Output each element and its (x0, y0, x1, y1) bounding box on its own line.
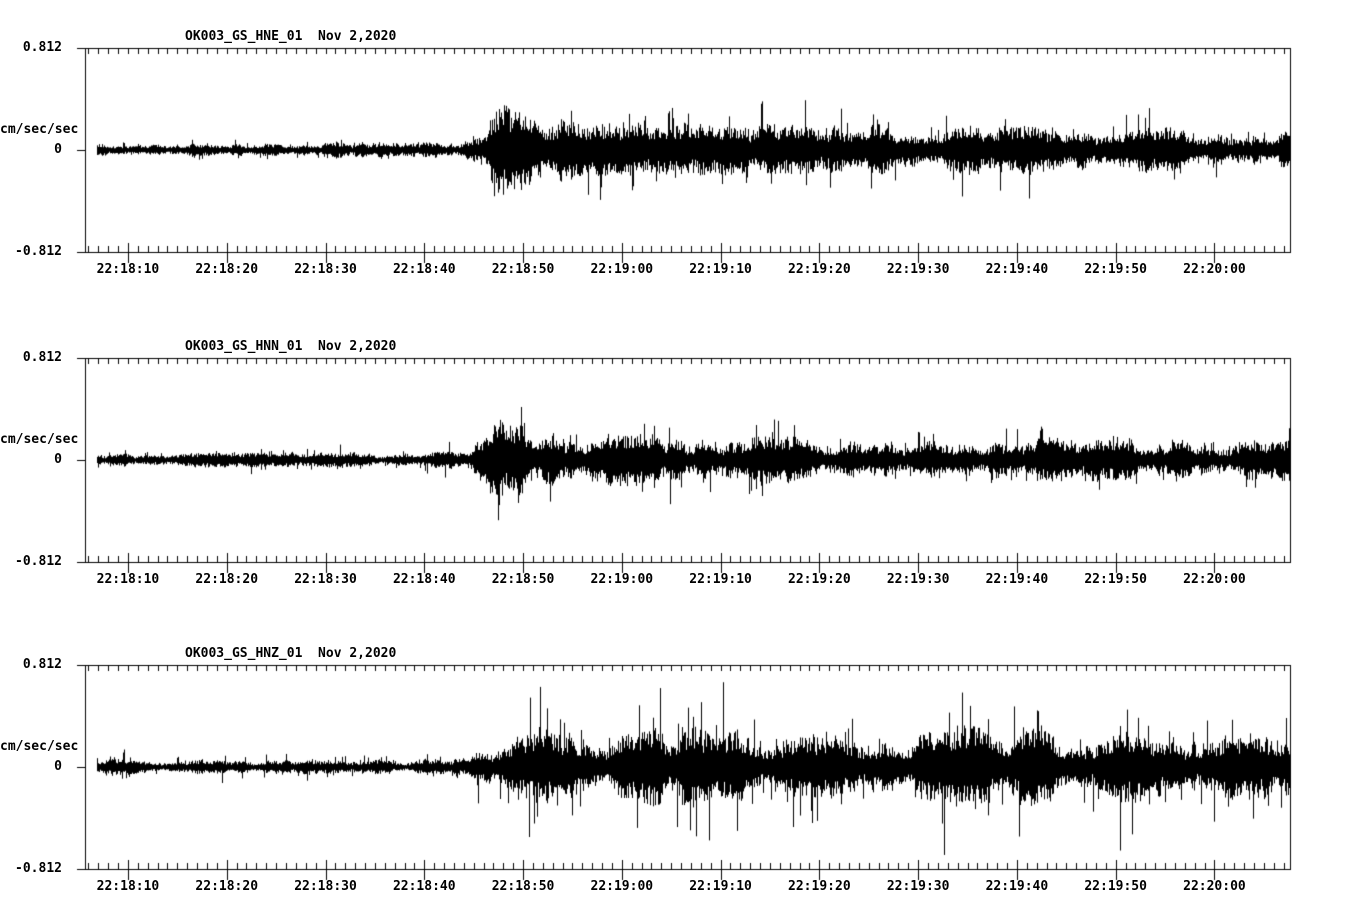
time-tick-label: 22:19:20 (788, 572, 851, 587)
time-tick-label: 22:19:40 (985, 572, 1049, 587)
time-tick-label: 22:19:10 (689, 572, 752, 587)
time-tick-label: 22:19:20 (788, 879, 851, 894)
time-tick-label: 22:19:40 (985, 879, 1049, 894)
time-tick-label: 22:19:40 (985, 262, 1049, 277)
panel2-title: OK003_GS_HNN_01 Nov 2,2020 (185, 339, 397, 354)
time-tick-label: 22:18:30 (294, 262, 357, 277)
time-tick-label: 22:18:50 (491, 572, 555, 587)
panel1-title: OK003_GS_HNE_01 Nov 2,2020 (185, 29, 397, 44)
time-tick-label: 22:18:10 (96, 262, 160, 277)
time-tick-label: 22:18:20 (195, 572, 259, 587)
time-tick-label: 22:19:50 (1084, 262, 1147, 277)
panel1-y-max-label: 0.812 (22, 40, 62, 55)
time-tick-label: 22:18:30 (294, 572, 357, 587)
panel3-time-axis-labels: 22:18:10 22:18:20 22:18:30 22:18:40 22:18:50… (0, 879, 1358, 895)
time-tick-label: 22:19:30 (886, 879, 950, 894)
panel1-y-zero-label: 0 (54, 142, 62, 157)
time-tick-label: 22:18:50 (491, 879, 555, 894)
panel1-y-unit-label: cm/sec/sec (0, 122, 79, 137)
time-tick-label: 22:19:00 (590, 572, 654, 587)
panel2-y-zero-label: 0 (54, 452, 62, 467)
panel2-y-max-label: 0.812 (22, 350, 62, 365)
panel3-y-max-label: 0.812 (22, 657, 62, 672)
time-tick-label: 22:18:40 (392, 879, 456, 894)
time-tick-label: 22:20:00 (1183, 879, 1246, 894)
panel3-y-unit-label: cm/sec/sec (0, 739, 79, 754)
panel2-y-min-label: -0.812 (15, 554, 62, 569)
time-tick-label: 22:18:20 (195, 879, 259, 894)
time-tick-label: 22:19:30 (886, 572, 950, 587)
time-tick-label: 22:19:50 (1084, 572, 1147, 587)
panel3-y-zero-label: 0 (54, 759, 62, 774)
time-tick-label: 22:19:20 (788, 262, 851, 277)
time-tick-label: 22:19:50 (1084, 879, 1147, 894)
panel2-time-axis-labels: 22:18:10 22:18:20 22:18:30 22:18:40 22:18:50… (0, 572, 1358, 588)
panel1-y-min-label: -0.812 (15, 244, 62, 259)
time-tick-label: 22:19:30 (886, 262, 950, 277)
panel3-title: OK003_GS_HNZ_01 Nov 2,2020 (185, 646, 397, 661)
time-tick-label: 22:18:50 (491, 262, 555, 277)
time-tick-label: 22:18:30 (294, 879, 357, 894)
panel1-time-axis-labels: 22:18:10 22:18:20 22:18:30 22:18:40 22:18:50… (0, 262, 1358, 278)
panel3-y-min-label: -0.812 (15, 861, 62, 876)
time-tick-label: 22:18:40 (392, 572, 456, 587)
time-tick-label: 22:18:10 (96, 879, 160, 894)
time-tick-label: 22:18:40 (392, 262, 456, 277)
time-tick-label: 22:20:00 (1183, 572, 1246, 587)
time-tick-label: 22:19:00 (590, 879, 654, 894)
time-tick-label: 22:18:20 (195, 262, 259, 277)
time-tick-label: 22:19:00 (590, 262, 654, 277)
time-tick-label: 22:19:10 (689, 879, 752, 894)
time-tick-label: 22:20:00 (1183, 262, 1246, 277)
time-tick-label: 22:18:10 (96, 572, 160, 587)
time-tick-label: 22:19:10 (689, 262, 752, 277)
panel2-y-unit-label: cm/sec/sec (0, 432, 79, 447)
